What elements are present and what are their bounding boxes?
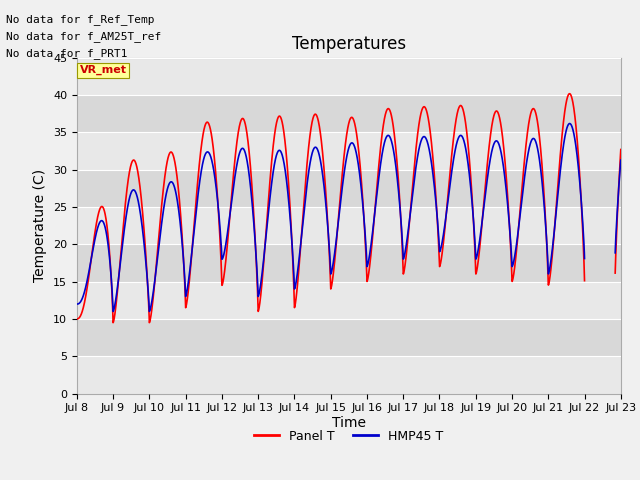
Bar — [77, 244, 621, 282]
Text: No data for f_PRT1: No data for f_PRT1 — [6, 48, 128, 59]
Bar — [77, 282, 621, 319]
Title: Temperatures: Temperatures — [292, 35, 406, 53]
Bar — [77, 95, 621, 132]
Text: No data for f_Ref_Temp: No data for f_Ref_Temp — [6, 14, 155, 25]
Bar — [77, 319, 621, 356]
Text: VR_met: VR_met — [80, 65, 127, 75]
Text: No data for f_AM25T_ref: No data for f_AM25T_ref — [6, 31, 162, 42]
Bar — [77, 132, 621, 169]
Bar — [77, 58, 621, 95]
Bar — [77, 169, 621, 207]
Legend: Panel T, HMP45 T: Panel T, HMP45 T — [249, 425, 449, 448]
Bar — [77, 207, 621, 244]
X-axis label: Time: Time — [332, 416, 366, 430]
Bar — [77, 356, 621, 394]
Y-axis label: Temperature (C): Temperature (C) — [33, 169, 47, 282]
